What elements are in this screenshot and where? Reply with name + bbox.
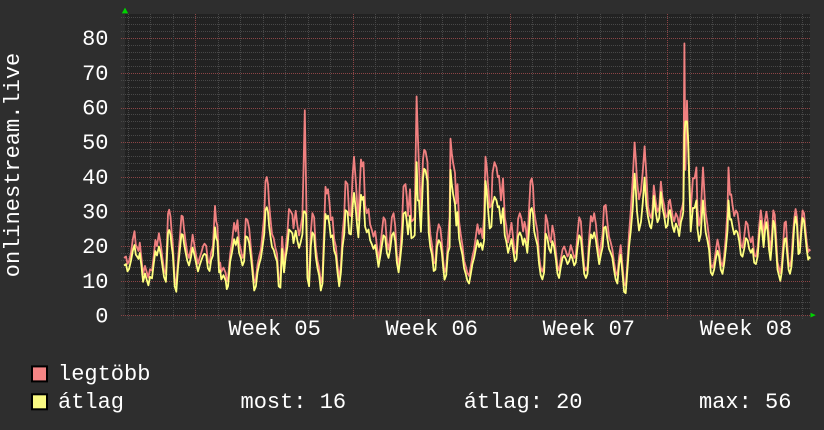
svg-text:legtöbb: legtöbb	[58, 362, 150, 387]
svg-text:70: 70	[82, 62, 108, 87]
svg-text:Week 06: Week 06	[385, 317, 477, 342]
svg-text:Week 08: Week 08	[700, 317, 792, 342]
svg-text:átlag: 20: átlag: 20	[464, 390, 583, 415]
svg-text:0: 0	[95, 304, 108, 329]
svg-text:Week 05: Week 05	[228, 317, 320, 342]
svg-text:20: 20	[82, 235, 108, 260]
svg-text:80: 80	[82, 27, 108, 52]
svg-text:10: 10	[82, 270, 108, 295]
svg-text:onlinestream.live: onlinestream.live	[1, 53, 26, 277]
svg-text:40: 40	[82, 166, 108, 191]
svg-text:30: 30	[82, 200, 108, 225]
svg-text:most: 16: most: 16	[241, 390, 347, 415]
svg-text:60: 60	[82, 97, 108, 122]
svg-text:Week 07: Week 07	[543, 317, 635, 342]
svg-text:átlag: átlag	[58, 390, 124, 415]
svg-text:50: 50	[82, 131, 108, 156]
svg-text:max: 56: max: 56	[699, 390, 791, 415]
